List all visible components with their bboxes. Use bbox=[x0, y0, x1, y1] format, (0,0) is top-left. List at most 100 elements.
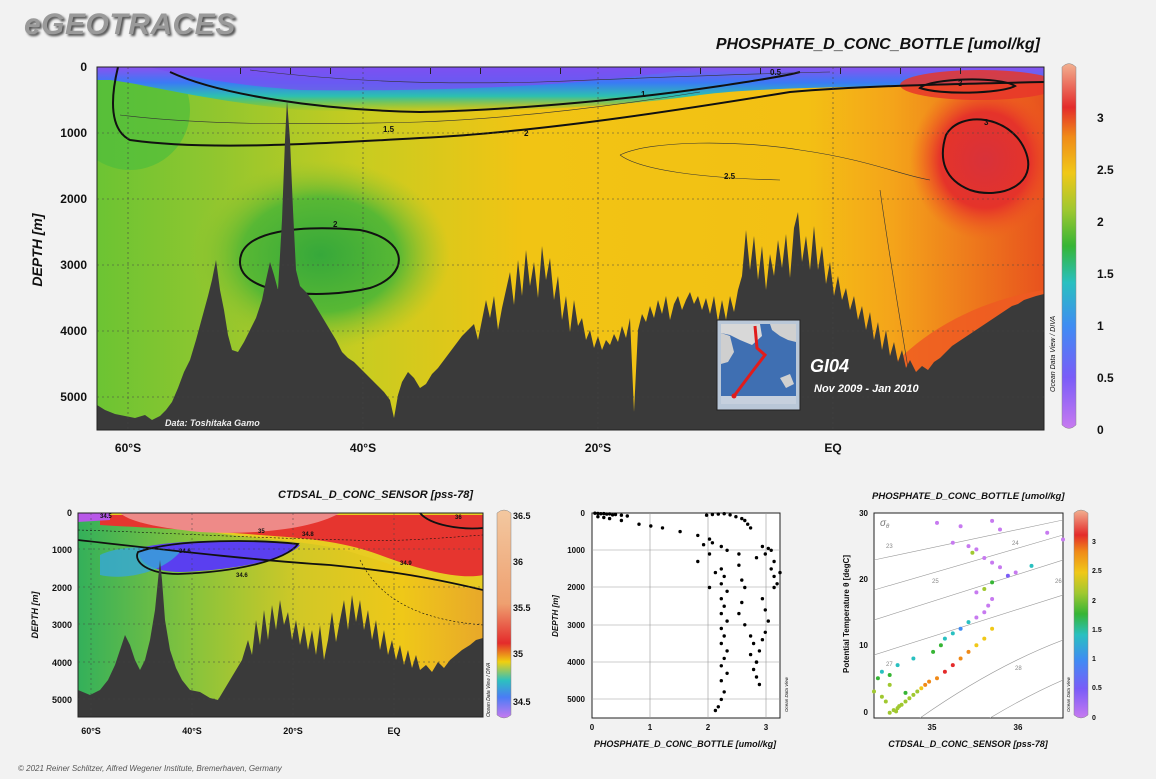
y-axis-label: DEPTH [m] bbox=[30, 590, 40, 638]
profile-point bbox=[763, 552, 767, 556]
ts-point bbox=[974, 643, 979, 648]
contour-label: 0.5 bbox=[770, 68, 782, 77]
contour-label: 1 bbox=[641, 90, 646, 99]
y-tick-label: 20 bbox=[859, 575, 868, 584]
profile-point bbox=[748, 652, 753, 657]
colorbar-tick: 2.5 bbox=[1097, 163, 1114, 177]
ts-point bbox=[970, 550, 975, 555]
odv-watermark: Ocean Data View / DIVA bbox=[486, 662, 492, 717]
ts-point bbox=[911, 692, 916, 697]
colorbar-tick: 35 bbox=[513, 649, 523, 659]
x-tick-label: 60°S bbox=[81, 726, 101, 736]
x-tick-label: 2 bbox=[706, 723, 711, 732]
colorbar-tick: 3 bbox=[1092, 539, 1096, 546]
y-tick-label: 4000 bbox=[567, 658, 585, 667]
phosphate-section-chart: 0.5 1 1.5 2 2 2.5 3 3 0 1000 2000 3000 4… bbox=[29, 60, 1114, 455]
ts-point bbox=[982, 636, 987, 641]
profile-point bbox=[707, 552, 712, 556]
profile-point bbox=[754, 675, 759, 679]
profile-point bbox=[596, 511, 600, 516]
profile-point bbox=[740, 516, 744, 521]
ts-point bbox=[950, 631, 955, 636]
profile-point bbox=[719, 679, 723, 683]
profile-point bbox=[701, 543, 706, 547]
ts-point bbox=[1061, 537, 1065, 542]
x-tick-label: 40°S bbox=[182, 726, 202, 736]
profile-point bbox=[596, 515, 600, 519]
profile-point bbox=[678, 529, 682, 534]
ts-point bbox=[958, 626, 963, 631]
profile-point bbox=[769, 548, 773, 552]
x-axis-label: CTDSAL_D_CONC_SENSOR [pss-78] bbox=[888, 739, 1049, 749]
salinity-section-title: CTDSAL_D_CONC_SENSOR [pss-78] bbox=[278, 489, 473, 501]
ts-point bbox=[938, 643, 943, 648]
ts-point bbox=[982, 587, 987, 591]
ts-point bbox=[935, 676, 939, 681]
colorbar-tick: 2 bbox=[1097, 215, 1104, 229]
ts-point bbox=[974, 615, 979, 620]
profile-point bbox=[754, 556, 759, 560]
ts-point bbox=[883, 699, 888, 704]
sigma-label: 28 bbox=[1015, 666, 1022, 672]
profile-point bbox=[725, 619, 729, 623]
y-tick-label: 1000 bbox=[52, 545, 72, 555]
ts-point bbox=[998, 527, 1002, 532]
profile-point bbox=[760, 597, 765, 601]
ts-point bbox=[998, 565, 1002, 570]
profile-point bbox=[716, 705, 720, 709]
x-tick-label: EQ bbox=[387, 726, 400, 736]
contour-label: 34.6 bbox=[179, 549, 191, 555]
sigma-label: 24 bbox=[1012, 541, 1019, 547]
ts-point bbox=[966, 620, 971, 625]
ts-point bbox=[1013, 570, 1018, 575]
x-tick-label: 36 bbox=[1014, 723, 1023, 732]
profile-point bbox=[719, 626, 723, 631]
colorbar-tick: 0 bbox=[1097, 423, 1104, 437]
ts-point bbox=[915, 689, 920, 694]
y-tick-label: 2000 bbox=[52, 583, 72, 593]
profile-point bbox=[722, 656, 726, 661]
contour-label: 34.6 bbox=[236, 573, 248, 579]
contour-label: 34.5 bbox=[100, 514, 112, 520]
profile-point bbox=[722, 512, 726, 516]
ts-point bbox=[958, 656, 963, 661]
y-tick-label: 5000 bbox=[567, 695, 585, 704]
ts-point bbox=[887, 682, 892, 687]
sigma-label: 23 bbox=[886, 544, 893, 550]
colorbar-tick: 2 bbox=[1092, 598, 1096, 605]
profile-point bbox=[593, 511, 597, 515]
contour-label: 35 bbox=[258, 529, 265, 535]
ts-point bbox=[894, 709, 899, 714]
profile-point bbox=[757, 682, 762, 687]
profile-point bbox=[707, 585, 712, 590]
y-tick-label: 0 bbox=[67, 508, 72, 518]
profile-point bbox=[740, 600, 744, 605]
colorbar-tick: 0.5 bbox=[1097, 371, 1114, 385]
colorbar-tick: 2.5 bbox=[1092, 568, 1102, 575]
profile-point bbox=[722, 690, 726, 694]
contour-label: 34.8 bbox=[302, 532, 314, 538]
profile-point bbox=[737, 552, 741, 556]
ts-point bbox=[923, 682, 928, 687]
profile-point bbox=[766, 619, 770, 623]
y-tick-label: 2000 bbox=[567, 583, 585, 592]
y-tick-label: 1000 bbox=[60, 126, 87, 140]
ts-point bbox=[942, 636, 947, 641]
ts-point bbox=[950, 663, 955, 668]
contour-label: 2 bbox=[333, 220, 338, 229]
profile-point bbox=[599, 512, 603, 516]
profile-point bbox=[719, 567, 723, 571]
sigma-symbol: σθ bbox=[880, 518, 890, 530]
y-tick-label: 5000 bbox=[60, 390, 87, 404]
cruise-track-map bbox=[716, 319, 801, 411]
y-tick-label: 30 bbox=[859, 509, 868, 518]
y-tick-label: 2000 bbox=[60, 192, 87, 206]
colorbar-tick: 1.5 bbox=[1097, 267, 1114, 281]
ts-points bbox=[872, 518, 1065, 715]
profile-point bbox=[602, 515, 606, 520]
profile-point bbox=[719, 697, 723, 702]
ts-point bbox=[935, 520, 939, 525]
profile-point bbox=[751, 641, 756, 646]
colorbar-tick: 36.5 bbox=[513, 511, 531, 521]
profile-point bbox=[725, 671, 729, 675]
